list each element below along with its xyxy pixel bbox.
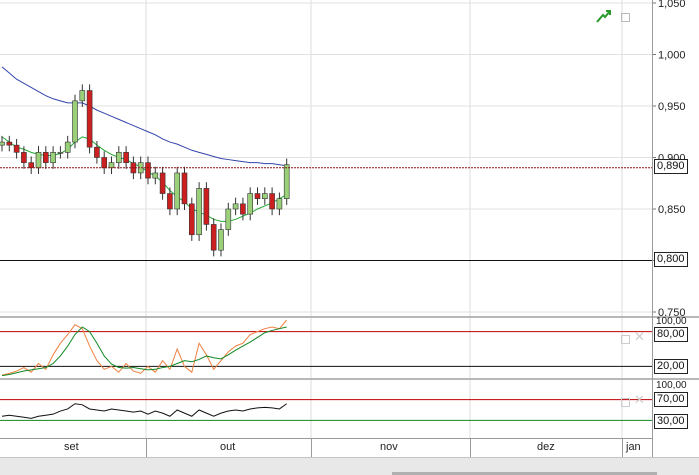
candle-body xyxy=(123,152,129,163)
support-price-label: 0,800 xyxy=(654,252,688,267)
candle-body xyxy=(6,141,13,146)
candle-body xyxy=(203,188,210,225)
month-label-set: set xyxy=(64,441,79,453)
rsi-top-label: 100,00 xyxy=(656,380,687,391)
candle-body xyxy=(174,172,180,210)
stochastic-line xyxy=(1,319,288,376)
pane-minimize-icon[interactable] xyxy=(621,335,630,344)
y-tick-label: 1,050 xyxy=(658,0,686,10)
rsi-upper-level: 70,00 xyxy=(654,392,688,407)
candle-body xyxy=(152,172,159,179)
candle-body xyxy=(64,141,71,153)
horizontal-scrollbar[interactable] xyxy=(0,457,699,475)
candle-body xyxy=(210,224,217,251)
candle-body xyxy=(21,152,27,163)
y-tick-label: 1,000 xyxy=(658,50,686,62)
rsi-lower-level: 30,00 xyxy=(654,414,688,429)
candle-body xyxy=(269,193,275,210)
rsi-pane[interactable]: 100,00 70,00 30,00 ✕ xyxy=(0,378,699,440)
candle-body xyxy=(0,141,5,146)
month-label-dez: dez xyxy=(537,441,555,453)
y-tick-label: 0,950 xyxy=(658,101,686,113)
candle-body xyxy=(225,208,232,230)
y-tick-label: 0,750 xyxy=(658,307,686,316)
month-label-nov: nov xyxy=(380,441,398,453)
candle-body xyxy=(159,172,166,194)
candle-body xyxy=(247,193,253,215)
candle-body xyxy=(261,193,268,200)
candle-body xyxy=(108,162,115,169)
candle-body xyxy=(254,193,261,200)
candle-body xyxy=(181,172,188,205)
candle-body xyxy=(79,90,86,102)
y-tick-label: 0,850 xyxy=(658,204,686,216)
candle-body xyxy=(57,152,64,154)
candle-body xyxy=(218,229,224,251)
pane-close-icon[interactable]: ✕ xyxy=(634,329,645,344)
month-label-jan: jan xyxy=(626,441,641,453)
candle-body xyxy=(13,144,20,153)
stochastic-line xyxy=(1,326,287,377)
candle-body xyxy=(189,203,195,236)
stochastic-chart[interactable] xyxy=(0,318,699,378)
pane-minimize-icon[interactable] xyxy=(621,398,630,407)
candle-body xyxy=(72,100,78,143)
stochastic-top-label: 100,00 xyxy=(656,316,687,327)
stochastic-pane[interactable]: 100,00 80,00 20,00 ✕ xyxy=(0,316,699,380)
moving-average-line xyxy=(1,66,287,167)
candle-body xyxy=(232,203,239,210)
candle-body xyxy=(276,198,283,210)
month-label-out: out xyxy=(220,441,236,453)
candle-body xyxy=(50,152,56,163)
candle-body xyxy=(116,152,122,163)
pane-collapse-icon[interactable] xyxy=(621,13,630,22)
trend-up-icon[interactable] xyxy=(596,9,612,23)
rsi-line xyxy=(1,403,287,419)
candle-body xyxy=(35,152,42,169)
candle-body xyxy=(86,90,93,148)
candle-body xyxy=(42,152,49,163)
stochastic-lower-level: 20,00 xyxy=(654,359,688,374)
candle-body xyxy=(283,164,290,200)
candle-body xyxy=(101,157,107,169)
candle-body xyxy=(196,188,202,236)
time-axis[interactable] xyxy=(0,438,652,457)
candle-body xyxy=(94,146,100,158)
candle-body xyxy=(167,193,173,210)
right-axis-separator xyxy=(652,0,653,457)
stochastic-upper-level: 80,00 xyxy=(654,327,688,342)
pane-close-icon[interactable]: ✕ xyxy=(634,392,645,407)
moving-average-line xyxy=(1,136,287,222)
candle-body xyxy=(145,162,151,179)
current-price-label: 0,890 xyxy=(654,159,688,174)
rsi-chart[interactable] xyxy=(0,380,699,438)
candle-body xyxy=(240,203,246,215)
candle-body xyxy=(28,162,35,169)
